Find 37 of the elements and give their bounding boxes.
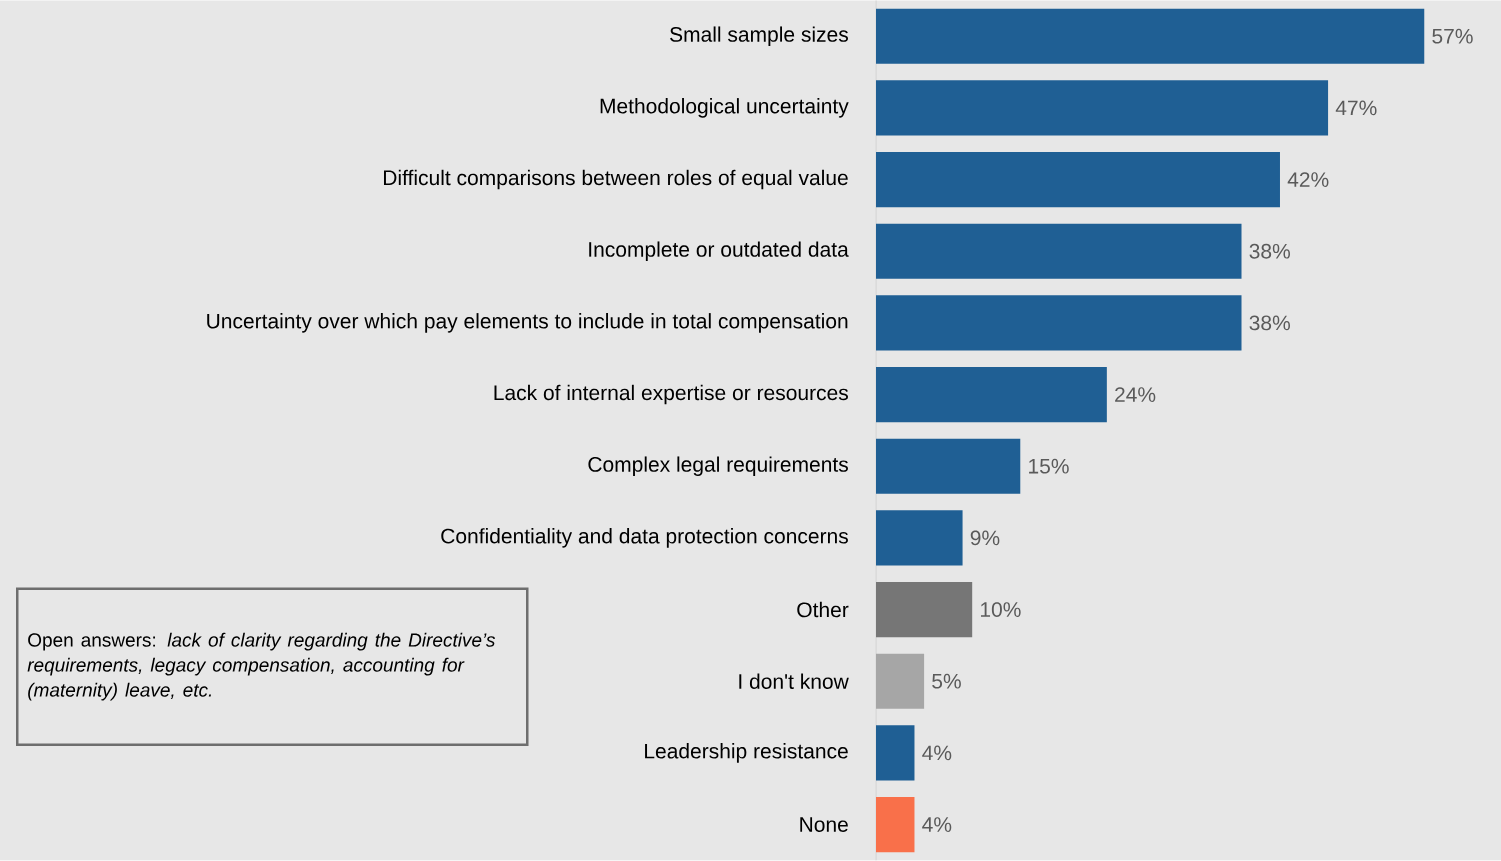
bar — [876, 80, 1329, 136]
y-tick-label: Leadership resistance — [645, 743, 848, 763]
data-label: 47% — [1335, 100, 1377, 116]
y-tick-label: Other — [797, 601, 849, 618]
y-tick-label: Difficult comparisons between roles of equal value — [383, 169, 848, 190]
text: Open answers: lack of clarity regarding the Directive’s requirements, legacy compensation, accounting for (maternity) leave, etc. — [27, 632, 496, 701]
data-label: 38% — [1249, 315, 1290, 331]
data-label: 42% — [1287, 172, 1329, 188]
bar — [876, 438, 1021, 494]
data-label: 9% — [970, 530, 1000, 546]
y-tick-label: Confidentiality and data protection concerns — [441, 528, 848, 548]
data-label: 4% — [922, 817, 952, 833]
y-tick-label: Uncertainty over which pay elements to include in total compensation — [207, 313, 848, 333]
y-tick-label: I don't know — [739, 673, 849, 690]
bar — [876, 797, 915, 853]
y-tick-label: Lack of internal expertise or resources — [494, 384, 848, 405]
bar — [876, 510, 963, 566]
data-label: 57% — [1432, 28, 1473, 44]
data-label: 24% — [1115, 387, 1156, 403]
data-label: 10% — [980, 602, 1021, 618]
bar — [876, 725, 915, 781]
data-label: 38% — [1249, 243, 1290, 259]
bar — [876, 295, 1242, 351]
y-tick-label: None — [800, 817, 848, 832]
bar — [876, 8, 1425, 64]
data-label: 5% — [932, 673, 961, 689]
data-label: 15% — [1029, 458, 1069, 474]
data-label: 4% — [922, 745, 952, 761]
bar — [876, 582, 973, 638]
y-tick-label: Methodological uncertainty — [600, 98, 849, 118]
bar — [876, 653, 925, 709]
bar — [876, 367, 1107, 423]
y-tick-label: Small sample sizes — [670, 26, 848, 47]
bar — [876, 152, 1280, 208]
y-tick-label: Complex legal requirements — [588, 456, 848, 477]
y-tick-label: Incomplete or outdated data — [589, 241, 849, 262]
bar — [876, 223, 1242, 279]
